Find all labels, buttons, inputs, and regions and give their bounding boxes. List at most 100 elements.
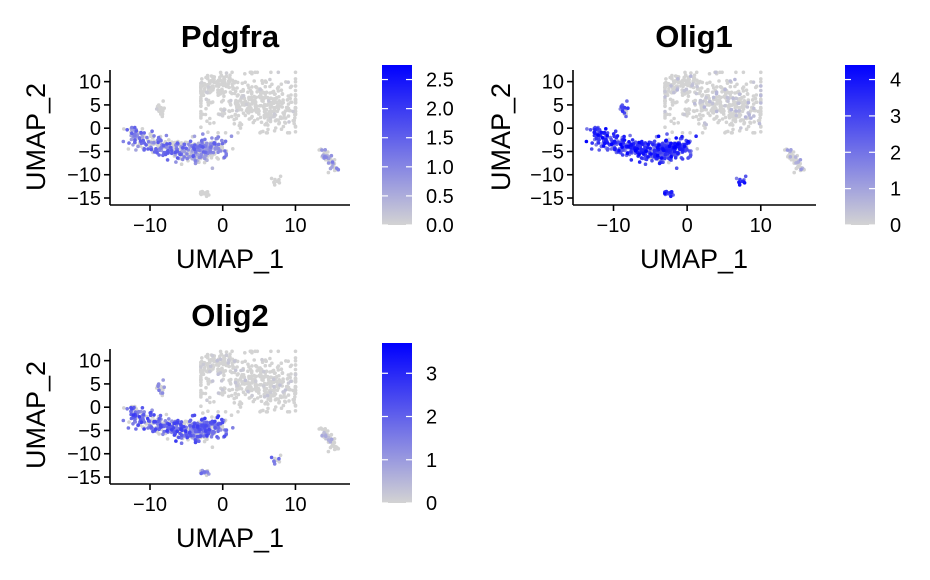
cell-point xyxy=(156,140,160,145)
cell-point xyxy=(153,427,158,432)
cell-point xyxy=(259,120,264,125)
cell-point xyxy=(703,89,708,94)
cell-point xyxy=(720,117,725,121)
cell-point xyxy=(293,97,298,102)
cell-point xyxy=(234,98,238,103)
cell-point xyxy=(232,91,237,96)
cell-point xyxy=(704,108,708,112)
x-tick-label: 10 xyxy=(284,215,306,237)
cell-point xyxy=(757,118,762,123)
cell-point xyxy=(663,84,667,89)
cell-point xyxy=(204,75,208,80)
cell-point xyxy=(741,118,746,122)
cell-point xyxy=(701,113,705,118)
cell-point xyxy=(133,125,137,130)
cell-point xyxy=(201,372,206,377)
cell-point xyxy=(276,118,281,122)
cell-point xyxy=(714,91,719,96)
cell-point xyxy=(193,440,198,445)
y-tick-label: 0 xyxy=(90,118,101,140)
cell-point xyxy=(332,440,337,445)
cell-point xyxy=(219,352,224,357)
cell-point xyxy=(253,70,257,75)
cell-point xyxy=(751,94,756,98)
cell-point xyxy=(194,429,198,433)
cell-point xyxy=(293,372,298,377)
cell-point xyxy=(745,92,750,96)
cell-point xyxy=(228,90,233,94)
cell-point xyxy=(681,81,685,86)
cell-point xyxy=(690,83,694,88)
cell-point xyxy=(293,70,298,75)
cell-point xyxy=(715,102,719,106)
cell-point xyxy=(601,144,606,148)
cell-point xyxy=(182,149,187,154)
cell-point xyxy=(286,114,291,118)
cell-point xyxy=(597,137,601,142)
cell-point xyxy=(202,470,207,474)
cell-point xyxy=(174,160,178,164)
cell-point xyxy=(686,90,690,95)
cell-point xyxy=(676,151,680,156)
cell-point xyxy=(726,129,730,134)
cell-point xyxy=(278,104,282,108)
cell-point xyxy=(149,147,154,152)
cell-point xyxy=(734,113,739,118)
cell-point xyxy=(218,70,223,75)
cell-point xyxy=(696,117,701,122)
cell-point xyxy=(262,395,267,399)
cell-point xyxy=(201,93,206,98)
cell-point xyxy=(138,139,143,143)
cell-point xyxy=(127,420,131,424)
cell-point xyxy=(176,435,181,440)
cell-point xyxy=(202,439,207,444)
cell-point xyxy=(142,147,147,151)
cell-point xyxy=(161,432,165,437)
cell-point xyxy=(131,413,136,417)
x-tick-label: 0 xyxy=(682,215,693,237)
cell-point xyxy=(198,434,203,438)
cell-point xyxy=(663,125,667,129)
cell-point xyxy=(159,139,163,143)
cell-point xyxy=(744,88,749,92)
cell-point xyxy=(241,94,246,98)
cell-point xyxy=(279,361,284,366)
cell-point xyxy=(289,372,293,376)
cell-point xyxy=(281,100,286,105)
cell-point xyxy=(281,379,286,384)
cell-point xyxy=(731,96,735,101)
cell-point xyxy=(643,162,648,166)
y-tick-label: −5 xyxy=(541,141,564,163)
cell-point xyxy=(604,127,608,131)
cell-point xyxy=(199,88,203,92)
colorbar-legend: 0 1 2 3 xyxy=(382,343,437,515)
cell-point xyxy=(271,377,276,382)
cell-point xyxy=(223,139,228,144)
cell-point xyxy=(179,162,184,166)
cell-point xyxy=(197,148,201,152)
cell-point xyxy=(293,130,298,134)
cell-point xyxy=(334,446,338,451)
cell-point xyxy=(221,98,225,103)
cell-point xyxy=(200,369,204,374)
cell-point xyxy=(178,422,183,427)
cell-point xyxy=(236,392,241,397)
cell-point xyxy=(133,133,137,138)
cell-point xyxy=(738,119,743,123)
cell-point xyxy=(219,391,223,396)
cell-point xyxy=(329,153,334,158)
cell-point xyxy=(189,433,193,438)
cell-point xyxy=(145,416,150,421)
cell-point xyxy=(731,127,735,132)
cell-point xyxy=(222,355,226,360)
cell-point xyxy=(247,375,251,380)
cell-point xyxy=(691,115,695,120)
cell-point xyxy=(728,122,732,127)
cell-point xyxy=(195,434,200,439)
cell-point xyxy=(247,117,252,121)
cell-point xyxy=(207,427,211,432)
cell-point xyxy=(202,365,207,370)
cell-point xyxy=(698,98,703,103)
cell-point xyxy=(733,119,738,124)
